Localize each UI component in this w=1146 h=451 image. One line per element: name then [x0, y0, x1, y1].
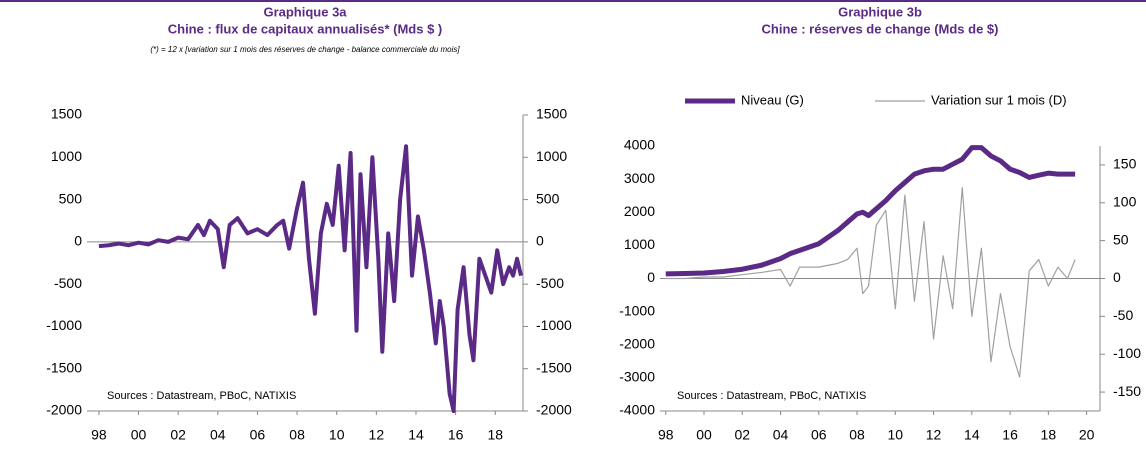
chart-title: Graphique 3a — [263, 4, 347, 19]
y2-tick-label: -1000 — [536, 317, 572, 333]
legend-label: Niveau (G) — [741, 92, 804, 107]
y2-tick-label: -1500 — [536, 359, 572, 375]
source-note: Sources : Datastream, PBoC, NATIXIS — [677, 390, 866, 402]
y2-tick-label: 150 — [1113, 156, 1137, 172]
x-tick-label: 02 — [734, 427, 750, 443]
y-tick-label: 1000 — [51, 148, 82, 164]
series-line — [98, 144, 523, 413]
y-tick-label: 1500 — [51, 106, 82, 122]
y-tick-label: 0 — [74, 233, 82, 249]
x-tick-label: 02 — [170, 427, 186, 443]
x-tick-label: 16 — [1002, 427, 1018, 443]
y-tick-label: -1500 — [46, 359, 82, 375]
x-tick-label: 00 — [696, 427, 712, 443]
x-tick-label: 98 — [91, 427, 107, 443]
y-tick-label: 1000 — [624, 236, 655, 252]
series-line — [665, 187, 1076, 378]
y-tick-label: -1000 — [46, 317, 82, 333]
x-tick-label: 20 — [1079, 427, 1095, 443]
source-note: Sources : Datastream, PBoC, NATIXIS — [107, 390, 296, 402]
y-tick-label: -500 — [54, 275, 82, 291]
series-line — [665, 145, 1076, 277]
x-tick-label: 00 — [131, 427, 147, 443]
y2-tick-label: 1000 — [536, 148, 567, 164]
x-tick-label: 16 — [448, 427, 464, 443]
x-tick-label: 06 — [811, 427, 827, 443]
y-tick-label: -2000 — [46, 402, 82, 418]
y-tick-label: -3000 — [619, 369, 655, 385]
y2-tick-label: 0 — [536, 233, 544, 249]
x-tick-label: 08 — [289, 427, 305, 443]
legend-label: Variation sur 1 mois (D) — [931, 92, 1067, 107]
x-tick-label: 04 — [210, 427, 226, 443]
x-tick-label: 06 — [250, 427, 266, 443]
y-tick-label: -2000 — [619, 335, 655, 351]
y2-tick-label: 1500 — [536, 106, 567, 122]
y2-tick-label: 0 — [1113, 269, 1121, 285]
x-tick-label: 14 — [408, 427, 424, 443]
y2-tick-label: -50 — [1113, 307, 1133, 323]
chart-subtitle: Chine : flux de capitaux annualisés* (Md… — [168, 21, 443, 36]
y-tick-label: 4000 — [624, 137, 655, 153]
x-tick-label: 10 — [888, 427, 904, 443]
y2-tick-label: -150 — [1113, 383, 1141, 399]
x-tick-label: 98 — [658, 427, 674, 443]
chart-title: Graphique 3b — [838, 4, 922, 19]
x-tick-label: 18 — [487, 427, 503, 443]
x-tick-label: 04 — [773, 427, 789, 443]
y-tick-label: 3000 — [624, 170, 655, 186]
y2-tick-label: 100 — [1113, 193, 1137, 209]
y-tick-label: -4000 — [619, 402, 655, 418]
x-tick-label: 12 — [369, 427, 385, 443]
y2-tick-label: 50 — [1113, 231, 1129, 247]
x-tick-label: 08 — [849, 427, 865, 443]
x-tick-label: 14 — [964, 427, 980, 443]
y-tick-label: 2000 — [624, 203, 655, 219]
y2-tick-label: -500 — [536, 275, 564, 291]
x-tick-label: 18 — [1041, 427, 1057, 443]
chart-subtitle: Chine : réserves de change (Mds de $) — [762, 21, 999, 36]
y-tick-label: 500 — [59, 190, 83, 206]
y2-tick-label: -100 — [1113, 345, 1141, 361]
y2-tick-label: 500 — [536, 190, 560, 206]
y-tick-label: -1000 — [619, 302, 655, 318]
chart-note: (*) = 12 x [variation sur 1 mois des rés… — [150, 45, 460, 54]
x-tick-label: 12 — [926, 427, 942, 443]
y-tick-label: 0 — [647, 269, 655, 285]
x-tick-label: 10 — [329, 427, 345, 443]
y2-tick-label: -2000 — [536, 402, 572, 418]
